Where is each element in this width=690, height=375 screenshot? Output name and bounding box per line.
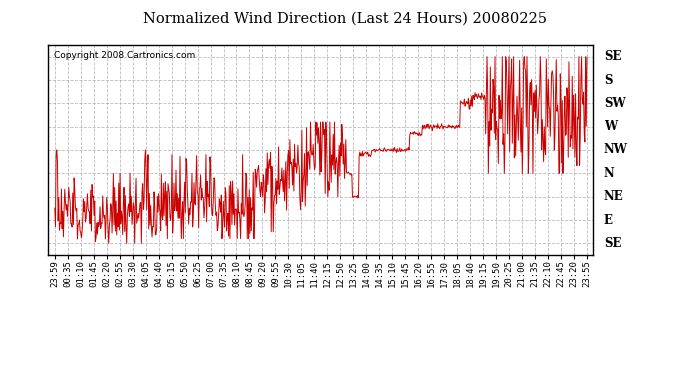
Text: Copyright 2008 Cartronics.com: Copyright 2008 Cartronics.com: [54, 51, 195, 60]
Text: NW: NW: [604, 144, 628, 156]
Text: E: E: [604, 213, 613, 226]
Text: SE: SE: [604, 50, 621, 63]
Text: W: W: [604, 120, 617, 133]
Text: N: N: [604, 167, 615, 180]
Text: SW: SW: [604, 97, 626, 110]
Text: SE: SE: [604, 237, 621, 250]
Text: S: S: [604, 74, 612, 87]
Text: Normalized Wind Direction (Last 24 Hours) 20080225: Normalized Wind Direction (Last 24 Hours…: [143, 11, 547, 25]
Text: NE: NE: [604, 190, 624, 203]
